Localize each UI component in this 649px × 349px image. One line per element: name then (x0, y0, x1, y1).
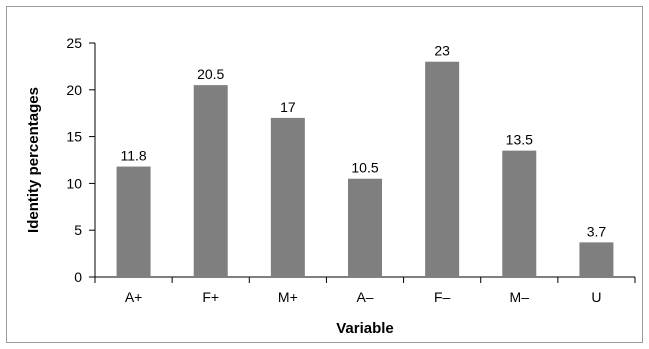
data-label: 11.8 (120, 148, 146, 164)
x-tick-label: M+ (278, 289, 298, 305)
y-tick-label: 15 (66, 129, 82, 145)
bar (270, 117, 305, 277)
x-tick-label: A+ (125, 289, 143, 305)
x-tick-label: F+ (202, 289, 219, 305)
bar (425, 61, 460, 277)
y-tick-label: 10 (66, 175, 82, 191)
data-label: 20.5 (197, 66, 224, 82)
y-axis: 0 5 10 15 20 25 (66, 35, 96, 285)
chart-frame (6, 6, 643, 343)
y-tick-label: 20 (66, 82, 82, 98)
y-tick-label: 5 (74, 222, 82, 238)
x-tick-label: F– (434, 289, 451, 305)
y-tick-label: 0 (74, 269, 82, 285)
data-label: 23 (434, 43, 450, 59)
data-label: 3.7 (587, 223, 607, 239)
x-tick-label: U (591, 289, 601, 305)
x-axis: A+ F+ M+ A– F– M– U (94, 276, 636, 305)
x-tick-label: M– (510, 289, 530, 305)
bar (502, 150, 537, 277)
y-axis-title: Identity percentages (25, 87, 42, 233)
bar (579, 242, 614, 277)
data-label: 13.5 (506, 132, 533, 148)
bars (116, 61, 614, 278)
x-tick-label: A– (356, 289, 373, 305)
bar (348, 178, 382, 277)
bar (116, 166, 151, 277)
x-axis-title: Variable (336, 320, 394, 337)
data-label: 17 (280, 99, 296, 115)
y-tick-label: 25 (66, 35, 82, 51)
bar (193, 85, 228, 278)
data-labels: 11.8 20.5 17 10.5 23 13.5 3.7 (120, 43, 606, 240)
data-label: 10.5 (351, 160, 378, 176)
